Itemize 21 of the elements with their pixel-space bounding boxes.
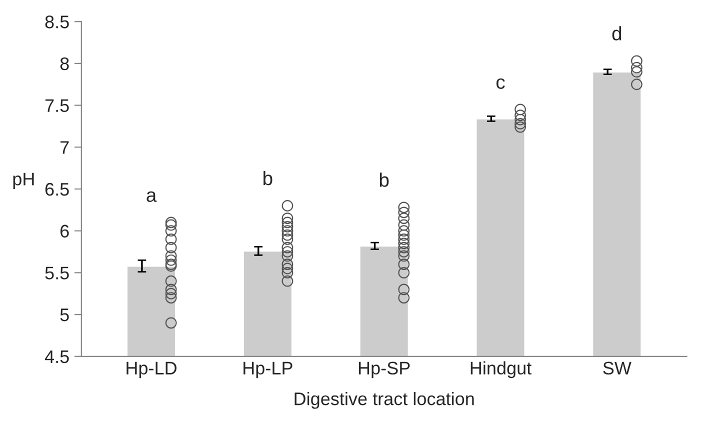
annotation: a	[146, 191, 157, 202]
y-tick-label: 8.5	[45, 16, 69, 28]
annotation: b	[380, 172, 389, 187]
x-tick-label: Hp-LP	[244, 362, 292, 378]
annotation: b	[264, 170, 272, 186]
y-tick-label: 5.5	[45, 266, 69, 280]
y-tick-label: 6.5	[45, 182, 69, 196]
x-axis-title: Digestive tract location	[294, 392, 474, 409]
y-tick-label: 8	[60, 57, 69, 70]
x-tick-label: SW	[603, 362, 632, 375]
x-tick-label: Hp-LD	[126, 362, 176, 378]
y-tick-label: 7	[60, 141, 69, 154]
x-tick-label: Hindgut	[470, 361, 532, 378]
y-tick-label: 7.5	[45, 99, 69, 112]
x-tick-label: Hp-SP	[358, 362, 410, 378]
y-tick-label: 6	[60, 224, 69, 238]
y-tick-label: 4.5	[44, 350, 69, 364]
y-axis-title: pH	[13, 172, 34, 189]
annotation: d	[612, 26, 622, 40]
y-tick-label: 5	[60, 308, 69, 322]
annotation: c	[496, 78, 505, 89]
